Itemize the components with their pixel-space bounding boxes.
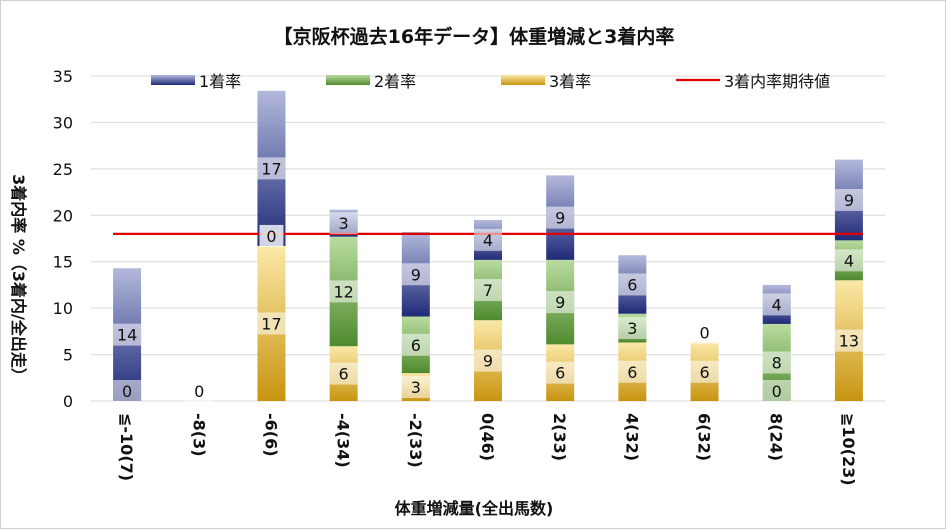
data-label: 6	[555, 364, 565, 383]
data-label-bg	[690, 360, 719, 383]
x-axis-ticks: ≦-10(7) -8(3) -6(6) -4(34) -2(33) 0(46) 2(33) 4…	[117, 413, 858, 486]
data-label-bg	[834, 188, 863, 211]
y-tick-label: 30	[53, 113, 73, 132]
data-label: 17	[261, 159, 281, 178]
data-label-bg	[401, 263, 430, 286]
data-label: 3	[411, 378, 421, 397]
x-axis-label: 体重増減量(全出馬数)	[395, 499, 554, 518]
data-label-bg	[474, 279, 502, 302]
data-label: 4	[844, 251, 854, 270]
x-tick-label: 4(32)	[622, 413, 641, 461]
y-axis-label: 3着内率 %（3着内/全出走）	[9, 174, 28, 384]
data-label-bg	[329, 362, 358, 385]
legend-label: 2着率	[374, 72, 416, 91]
data-label: 17	[261, 314, 281, 333]
legend-label: 3着内率期待値	[724, 72, 830, 91]
data-label-bg	[113, 323, 142, 346]
data-label-bg	[329, 212, 358, 235]
data-label: 13	[839, 332, 859, 351]
data-label-bg	[401, 376, 430, 399]
legend-swatch-1着率	[151, 75, 195, 85]
data-label: 0	[194, 382, 204, 401]
data-label: 9	[555, 209, 565, 228]
data-label: 9	[411, 265, 421, 284]
data-label-bg	[762, 293, 791, 316]
legend-label: 1着率	[199, 72, 241, 91]
data-label-bg	[618, 317, 647, 340]
data-label-bg	[618, 273, 647, 296]
data-label-bg	[185, 380, 214, 402]
data-label: 12	[333, 282, 353, 301]
data-label-bg	[618, 360, 647, 383]
y-tick-label: 0	[63, 392, 73, 411]
data-label: 6	[411, 336, 421, 355]
y-tick-label: 35	[53, 67, 73, 86]
data-label: 4	[772, 295, 782, 314]
x-tick-label: 2(33)	[550, 413, 569, 461]
legend-label: 3着率	[549, 72, 591, 91]
data-label-bg	[257, 312, 286, 335]
data-label: 0	[266, 227, 276, 246]
data-label-bg	[762, 380, 791, 402]
data-label-bg	[762, 351, 791, 374]
data-label: 3	[627, 319, 637, 338]
data-label-bg	[834, 329, 863, 352]
data-label-bg	[474, 228, 502, 251]
data-label: 6	[627, 275, 637, 294]
data-label-bg	[834, 249, 863, 272]
y-tick-label: 10	[53, 299, 73, 318]
y-tick-label: 20	[53, 206, 73, 225]
data-label: 9	[555, 293, 565, 312]
y-axis-ticks: 0 5 10 15 20 25 30 35	[53, 67, 73, 411]
data-label: 6	[627, 363, 637, 382]
data-label: 4	[483, 231, 493, 250]
data-label-bg	[113, 380, 142, 402]
data-label-bg	[257, 157, 286, 180]
chart-title: 【京阪杯過去16年データ】体重増減と3着内率	[274, 25, 675, 48]
data-label-bg	[401, 333, 430, 356]
y-tick-label: 15	[53, 253, 73, 272]
data-label-bg	[259, 224, 284, 247]
x-tick-label: 6(32)	[695, 413, 714, 461]
data-label: 6	[699, 363, 709, 382]
x-tick-label: -8(3)	[189, 413, 208, 457]
y-tick-label: 25	[53, 160, 73, 179]
legend-swatch-2着率	[326, 75, 370, 85]
x-tick-label: 0(46)	[478, 413, 497, 461]
data-label-bg	[329, 280, 358, 303]
data-label-bg	[546, 361, 575, 384]
x-tick-label: 8(24)	[767, 413, 786, 461]
data-label-bg	[690, 321, 719, 344]
legend-swatch-3着率	[501, 75, 545, 85]
legend: 1着率 2着率 3着率 3着内率期待値	[151, 72, 830, 91]
x-tick-label: ≦-10(7)	[117, 413, 136, 481]
data-label: 3	[339, 214, 349, 233]
x-tick-label: -4(34)	[334, 413, 353, 468]
data-label-bg	[474, 349, 502, 372]
data-label: 9	[483, 352, 493, 371]
data-label: 0	[699, 324, 709, 343]
x-tick-label: -6(6)	[261, 413, 280, 457]
data-label: 7	[483, 281, 493, 300]
data-label-bg	[546, 291, 575, 314]
data-label: 8	[772, 353, 782, 372]
y-tick-label: 5	[63, 346, 73, 365]
data-label: 0	[772, 382, 782, 401]
data-label: 6	[339, 365, 349, 384]
data-label: 14	[117, 326, 137, 345]
data-labels: 17 6 3 9 6 6 6 0 13 0 12 6 7 9 3 8 4 14 0 17 3 9 4 9 6 0 4 9 0	[113, 157, 863, 402]
x-tick-label: -2(33)	[406, 413, 425, 468]
data-label-bg	[546, 206, 575, 229]
data-label: 0	[122, 382, 132, 401]
data-label: 9	[844, 191, 854, 210]
x-tick-label: ≧10(23)	[839, 413, 858, 486]
